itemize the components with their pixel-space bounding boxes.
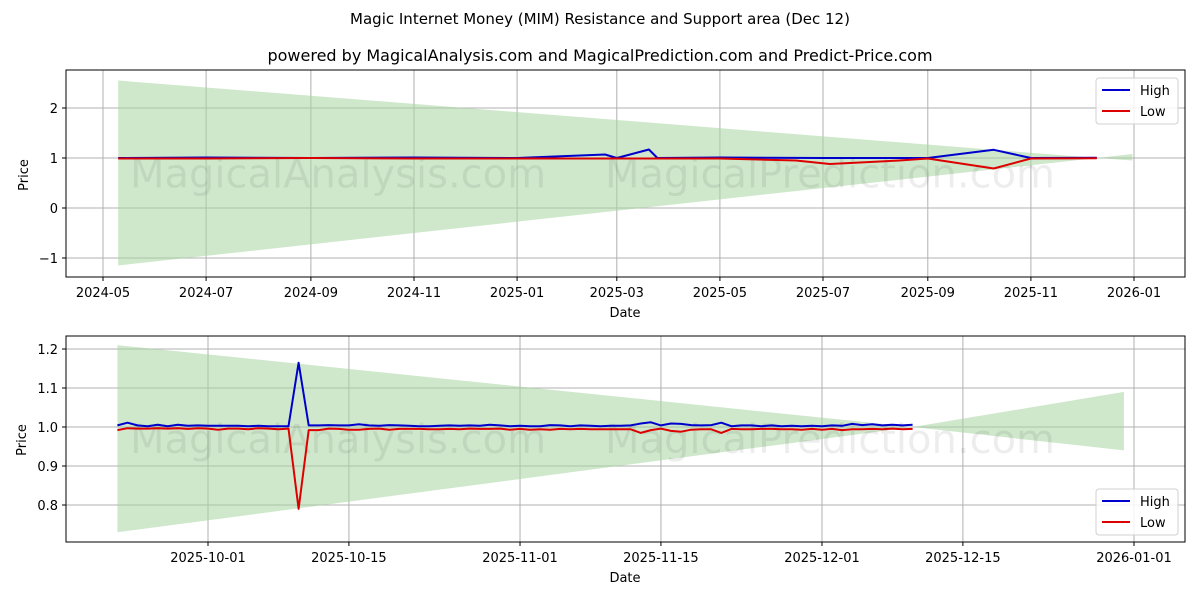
bottom-legend: High Low xyxy=(1095,488,1179,536)
chart-subtitle: powered by MagicalAnalysis.com and Magic… xyxy=(267,46,933,65)
top-watermarks: MagicalAnalysis.com MagicalPrediction.com xyxy=(130,152,1055,198)
x-tick-label: 2025-07 xyxy=(796,286,850,301)
top-axes-frame xyxy=(65,69,1186,278)
x-tick-label: 2024-11 xyxy=(387,286,441,301)
legend-label-low: Low xyxy=(1140,516,1166,531)
x-tick-label: 2024-09 xyxy=(284,286,338,301)
x-tick-label: 2025-12-15 xyxy=(925,551,1001,566)
y-tick-label: −1 xyxy=(39,252,58,267)
x-tick-label: 2024-05 xyxy=(76,286,130,301)
x-tick-label: 2026-01 xyxy=(1107,286,1161,301)
top-legend: High Low xyxy=(1095,77,1179,125)
band-diverging xyxy=(912,391,1124,451)
x-tick-label: 2026-01-01 xyxy=(1096,551,1172,566)
top-support-resistance-band xyxy=(118,80,1133,266)
bottom-y-axis-label: Price xyxy=(15,424,30,456)
y-tick-label: 1 xyxy=(50,152,58,167)
chart-title: Magic Internet Money (MIM) Resistance an… xyxy=(350,10,850,28)
y-tick-label: 1.0 xyxy=(37,421,58,436)
top-x-axis-label: Date xyxy=(609,306,640,321)
bottom-ticks: 2025-10-01 2025-10-15 2025-11-01 2025-11-15… xyxy=(37,343,1171,566)
x-tick-label: 2025-05 xyxy=(693,286,747,301)
bottom-support-resistance-band xyxy=(117,345,1124,533)
y-tick-label: 1.2 xyxy=(37,343,58,358)
series-low-line xyxy=(117,427,913,510)
x-tick-label: 2025-03 xyxy=(590,286,644,301)
top-chart: MagicalAnalysis.com MagicalPrediction.com… xyxy=(17,69,1186,321)
band-converging xyxy=(118,80,1097,266)
legend-label-high: High xyxy=(1140,84,1170,99)
x-tick-label: 2025-01 xyxy=(490,286,544,301)
x-tick-label: 2025-10-01 xyxy=(170,551,246,566)
x-tick-label: 2025-11-01 xyxy=(482,551,558,566)
bottom-chart: MagicalAnalysis.com MagicalPrediction.com… xyxy=(15,335,1186,586)
bottom-series xyxy=(117,361,913,510)
y-tick-label: 2 xyxy=(50,102,58,117)
y-tick-label: 0.9 xyxy=(37,460,58,475)
x-tick-label: 2024-07 xyxy=(179,286,233,301)
x-tick-label: 2025-11-15 xyxy=(623,551,699,566)
x-tick-label: 2025-11 xyxy=(1004,286,1058,301)
y-tick-label: 1.1 xyxy=(37,382,58,397)
bottom-x-axis-label: Date xyxy=(609,571,640,586)
y-tick-label: 0.8 xyxy=(37,499,58,514)
series-high-line xyxy=(117,361,913,428)
x-tick-label: 2025-12-01 xyxy=(784,551,860,566)
watermark: MagicalAnalysis.com xyxy=(130,417,546,463)
y-tick-label: 0 xyxy=(50,202,58,217)
series-low-line xyxy=(118,157,1097,170)
legend-label-high: High xyxy=(1140,495,1170,510)
top-series xyxy=(118,148,1097,170)
x-tick-label: 2025-09 xyxy=(901,286,955,301)
top-ticks: 2024-05 2024-07 2024-09 2024-11 2025-01 2025-… xyxy=(39,102,1161,301)
top-y-axis-label: Price xyxy=(17,159,32,191)
x-tick-label: 2025-10-15 xyxy=(311,551,387,566)
band-diverging xyxy=(1096,154,1133,161)
band-converging xyxy=(117,345,913,533)
bottom-axes-frame xyxy=(65,335,1186,543)
legend-label-low: Low xyxy=(1140,105,1166,120)
